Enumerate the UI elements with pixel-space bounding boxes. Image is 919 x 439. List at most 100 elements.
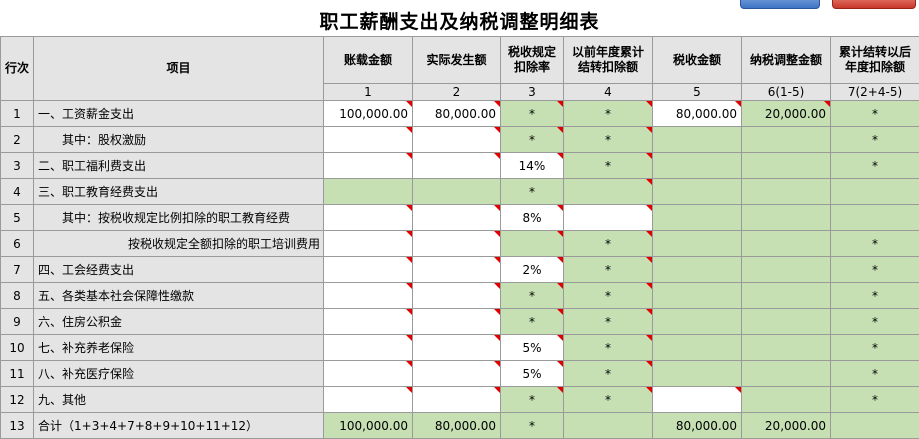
cell-future-carryforward: * bbox=[831, 101, 919, 127]
cell-adjustment-amount bbox=[742, 127, 831, 153]
header-future-carryforward: 累计结转以后年度扣除额 bbox=[831, 37, 919, 84]
cell-book-amount[interactable] bbox=[324, 361, 413, 387]
cell-deduction-rate: * bbox=[501, 413, 564, 439]
cell-book-amount[interactable]: 100,000.00 bbox=[324, 101, 413, 127]
cell-prior-carryforward: * bbox=[564, 309, 653, 335]
cell-book-amount[interactable] bbox=[324, 205, 413, 231]
cell-deduction-rate: * bbox=[501, 309, 564, 335]
cell-book-amount[interactable] bbox=[324, 335, 413, 361]
cell-actual-amount[interactable] bbox=[413, 153, 501, 179]
header-row-no: 行次 bbox=[1, 37, 34, 101]
cell-tax-amount bbox=[653, 309, 742, 335]
cell-tax-amount bbox=[653, 361, 742, 387]
header-tax-amount: 税收金额 bbox=[653, 37, 742, 84]
cell-book-amount[interactable] bbox=[324, 309, 413, 335]
title-bar: 职工薪酬支出及纳税调整明细表 bbox=[0, 0, 919, 36]
cell-adjustment-amount bbox=[742, 179, 831, 205]
row-item-label: 其中：按税收规定比例扣除的职工教育经费 bbox=[34, 205, 324, 231]
row-number: 6 bbox=[1, 231, 34, 257]
cell-deduction-rate[interactable]: 5% bbox=[501, 361, 564, 387]
cell-actual-amount[interactable] bbox=[413, 309, 501, 335]
cell-tax-amount bbox=[653, 335, 742, 361]
cell-actual-amount[interactable] bbox=[413, 283, 501, 309]
page-title: 职工薪酬支出及纳税调整明细表 bbox=[0, 7, 919, 34]
cell-book-amount[interactable] bbox=[324, 257, 413, 283]
cell-actual-amount[interactable] bbox=[413, 127, 501, 153]
cell-actual-amount[interactable]: 80,000.00 bbox=[413, 101, 501, 127]
cell-tax-amount bbox=[653, 205, 742, 231]
cell-future-carryforward: * bbox=[831, 257, 919, 283]
row-item-label: 三、职工教育经费支出 bbox=[34, 179, 324, 205]
cell-tax-amount bbox=[653, 153, 742, 179]
cell-future-carryforward: * bbox=[831, 309, 919, 335]
cell-book-amount[interactable] bbox=[324, 231, 413, 257]
cell-actual-amount[interactable] bbox=[413, 205, 501, 231]
col-number-4: 4 bbox=[564, 84, 653, 101]
col-number-6: 6(1-5) bbox=[742, 84, 831, 101]
cell-book-amount bbox=[324, 179, 413, 205]
header-deduction-rate-l2: 扣除率 bbox=[514, 60, 550, 74]
cell-deduction-rate: * bbox=[501, 179, 564, 205]
cell-book-amount[interactable] bbox=[324, 283, 413, 309]
cell-book-amount[interactable] bbox=[324, 387, 413, 413]
cell-actual-amount[interactable] bbox=[413, 231, 501, 257]
cell-adjustment-amount: 20,000.00 bbox=[742, 101, 831, 127]
cell-prior-carryforward: * bbox=[564, 101, 653, 127]
cell-book-amount[interactable] bbox=[324, 153, 413, 179]
cell-actual-amount[interactable] bbox=[413, 335, 501, 361]
row-number: 8 bbox=[1, 283, 34, 309]
cell-prior-carryforward: * bbox=[564, 127, 653, 153]
cell-actual-amount[interactable] bbox=[413, 257, 501, 283]
cell-future-carryforward bbox=[831, 413, 919, 439]
cell-tax-amount[interactable] bbox=[653, 387, 742, 413]
cell-deduction-rate[interactable]: 8% bbox=[501, 205, 564, 231]
cell-tax-amount bbox=[653, 231, 742, 257]
cell-future-carryforward: * bbox=[831, 127, 919, 153]
cell-actual-amount[interactable] bbox=[413, 361, 501, 387]
cell-deduction-rate[interactable]: 2% bbox=[501, 257, 564, 283]
cell-prior-carryforward[interactable] bbox=[564, 205, 653, 231]
row-item-label: 四、工会经费支出 bbox=[34, 257, 324, 283]
col-number-3: 3 bbox=[501, 84, 564, 101]
cell-deduction-rate: * bbox=[501, 283, 564, 309]
cell-adjustment-amount bbox=[742, 231, 831, 257]
cell-prior-carryforward bbox=[564, 413, 653, 439]
cell-future-carryforward bbox=[831, 205, 919, 231]
header-future-carryforward-l2: 年度扣除额 bbox=[845, 60, 905, 74]
cell-book-amount[interactable] bbox=[324, 127, 413, 153]
cell-future-carryforward: * bbox=[831, 387, 919, 413]
cell-actual-amount[interactable] bbox=[413, 387, 501, 413]
cell-future-carryforward: * bbox=[831, 231, 919, 257]
cell-adjustment-amount bbox=[742, 257, 831, 283]
cell-tax-amount bbox=[653, 127, 742, 153]
cell-adjustment-amount bbox=[742, 153, 831, 179]
cell-adjustment-amount bbox=[742, 309, 831, 335]
header-deduction-rate-l1: 税收规定 bbox=[508, 45, 556, 59]
cell-adjustment-amount bbox=[742, 205, 831, 231]
row-item-label: 九、其他 bbox=[34, 387, 324, 413]
cell-adjustment-amount bbox=[742, 387, 831, 413]
cell-adjustment-amount bbox=[742, 335, 831, 361]
cell-actual-amount bbox=[413, 179, 501, 205]
cell-tax-amount[interactable]: 80,000.00 bbox=[653, 101, 742, 127]
cell-deduction-rate[interactable]: 14% bbox=[501, 153, 564, 179]
cell-tax-amount: 80,000.00 bbox=[653, 413, 742, 439]
row-item-label: 六、住房公积金 bbox=[34, 309, 324, 335]
row-item-label: 一、工资薪金支出 bbox=[34, 101, 324, 127]
row-number: 5 bbox=[1, 205, 34, 231]
header-prior-carryforward-l1: 以前年度累计 bbox=[572, 45, 644, 59]
row-number: 12 bbox=[1, 387, 34, 413]
cell-deduction-rate[interactable]: 5% bbox=[501, 335, 564, 361]
header-prior-carryforward: 以前年度累计结转扣除额 bbox=[564, 37, 653, 84]
row-item-label: 二、职工福利费支出 bbox=[34, 153, 324, 179]
row-number: 1 bbox=[1, 101, 34, 127]
row-item-label: 八、补充医疗保险 bbox=[34, 361, 324, 387]
cell-future-carryforward bbox=[831, 179, 919, 205]
